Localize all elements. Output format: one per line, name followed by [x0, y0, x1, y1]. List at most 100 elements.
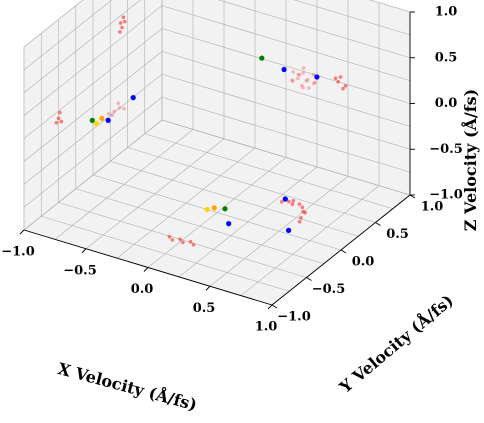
data-point: [311, 72, 316, 77]
data-point: [191, 243, 196, 247]
floor-grid-y-line: [127, 147, 376, 223]
data-point: [296, 72, 301, 77]
y-tick-label: −1.0: [277, 310, 311, 325]
data-point: [307, 86, 311, 90]
z-tick-label: 1.0: [435, 5, 458, 20]
data-point: [259, 55, 265, 61]
data-point: [338, 75, 343, 79]
y-tick-label: 0.5: [386, 227, 409, 242]
data-point: [222, 206, 228, 212]
left-wall-grid-z-line: [23, 0, 84, 48]
data-point: [116, 101, 121, 105]
data-point: [296, 76, 300, 81]
x-tick-label: 0.5: [193, 301, 216, 316]
data-point: [99, 115, 105, 121]
left-wall-grid-z-line: [23, 74, 163, 185]
left-wall-grid-z-line: [23, 119, 163, 231]
data-point: [297, 73, 302, 77]
data-point: [301, 66, 306, 70]
y-tick-mark: [340, 249, 347, 254]
right-wall-grid-z-line: [161, 119, 411, 196]
data-point: [181, 240, 185, 245]
x-tick-label: 0.0: [131, 282, 154, 297]
left-wall-grid-z-line: [23, 0, 113, 71]
x-tick-label: 1.0: [255, 320, 278, 335]
x-tick-label: −0.5: [63, 263, 97, 278]
right-wall-grid-z-line: [161, 5, 411, 81]
x-tick-mark: [19, 229, 25, 235]
data-point: [130, 95, 136, 101]
data-point: [167, 235, 172, 239]
data-point: [313, 80, 317, 85]
data-point: [120, 25, 124, 30]
data-point: [89, 117, 95, 123]
z-tick-label: −1.0: [429, 188, 463, 203]
floor-grid-y-line: [75, 188, 324, 265]
data-point: [93, 120, 100, 126]
data-point: [280, 200, 284, 204]
data-point: [56, 116, 61, 121]
x-tick-mark: [205, 285, 211, 291]
data-point: [282, 196, 288, 202]
data-point: [301, 85, 305, 90]
x-axis-title: X Velocity (Å/fs): [56, 357, 200, 414]
z-tick-label: −0.5: [429, 142, 463, 157]
data-point: [286, 227, 292, 233]
left-wall-grid-z-line: [23, 5, 163, 116]
data-point: [343, 84, 348, 88]
floor-grid-y-line: [110, 160, 359, 237]
data-point: [281, 66, 287, 73]
left-wall-grid-z-line: [23, 96, 163, 208]
data-point: [297, 202, 302, 206]
floor-grid-y-line: [58, 202, 307, 278]
data-point: [290, 78, 294, 82]
x-tick-mark: [143, 267, 149, 272]
data-point: [178, 237, 182, 242]
floor-grid-y-line: [41, 215, 290, 292]
data-point: [121, 15, 126, 19]
data-point: [341, 86, 345, 91]
data-point: [306, 77, 310, 82]
data-point: [110, 113, 115, 117]
floor-grid-y-line: [144, 133, 393, 210]
x-tick-mark: [267, 304, 273, 310]
right-wall-grid-z-line: [161, 96, 411, 173]
y-tick-mark: [409, 194, 416, 199]
data-point: [287, 199, 291, 204]
right-wall-grid-z-line: [161, 51, 411, 127]
z-tick-label: 0.5: [435, 50, 458, 65]
data-point: [291, 198, 296, 203]
data-point: [336, 80, 340, 84]
data-point: [226, 221, 232, 227]
data-point: [300, 83, 304, 88]
data-point: [300, 205, 305, 209]
grid-lines: [23, 0, 411, 306]
data-point: [122, 106, 126, 111]
data-point: [118, 21, 123, 25]
right-wall-grid-z-line: [161, 28, 411, 104]
data-point: [299, 216, 303, 220]
data-point: [188, 239, 193, 244]
data-point: [58, 110, 62, 115]
left-wall-grid-z-line: [23, 0, 141, 93]
x-tick-mark: [81, 248, 87, 254]
data-point: [211, 205, 217, 211]
z-axis-title: Z Velocity (Å/fs): [459, 89, 480, 232]
right-wall-grid-z-line: [218, 0, 411, 59]
data-point: [291, 70, 295, 74]
y-tick-mark: [306, 277, 312, 281]
data-point: [303, 210, 307, 215]
data-point: [117, 106, 122, 110]
y-axis-title: Y Velocity (Å/fs): [334, 289, 457, 397]
data-point: [54, 120, 59, 125]
y-tick-mark: [375, 222, 381, 226]
data-point: [118, 30, 122, 34]
data-point: [112, 109, 117, 114]
right-wall-grid-z-line: [293, 0, 411, 36]
data-points: [54, 15, 348, 247]
data-point: [204, 206, 210, 213]
data-point: [106, 112, 111, 116]
left-wall-grid-z-line: [23, 51, 163, 162]
